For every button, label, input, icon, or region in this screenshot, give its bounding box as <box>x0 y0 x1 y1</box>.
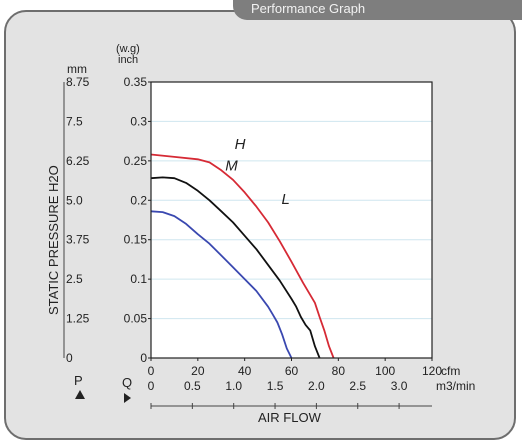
x-tick-m3: 0.5 <box>184 379 201 393</box>
x-tick-cfm: 0 <box>148 364 155 378</box>
q-label: Q <box>122 375 132 390</box>
series-line-l <box>150 210 293 359</box>
series-line-h <box>150 153 335 359</box>
series-label-m: M <box>225 157 238 174</box>
y-tick-inch: 0.25 <box>124 154 148 168</box>
x-unit-m3: m3/min <box>436 379 475 393</box>
x-tick-m3: 1.0 <box>225 379 242 393</box>
plot-area <box>151 82 432 358</box>
y-tick-inch: 0.3 <box>130 114 147 128</box>
x-tick-cfm: 80 <box>332 364 346 378</box>
y-axis-label: STATIC PRESSURE H2O <box>46 165 61 315</box>
y-tick-mm: 7.5 <box>66 114 83 128</box>
x-tick-cfm: 120 <box>422 364 442 378</box>
x-tick-cfm: 60 <box>285 364 299 378</box>
x-tick-m3: 3.0 <box>391 379 408 393</box>
m3-axis-ticks: 0 0.5 1.0 1.5 2.0 2.5 3.0 <box>148 379 408 409</box>
x-tick-m3: 2.0 <box>308 379 325 393</box>
y-tick-inch: 0.35 <box>124 75 148 89</box>
y-tick-inch: 0 <box>140 351 147 365</box>
x-tick-m3: 0 <box>148 379 155 393</box>
series-label-h: H <box>235 136 246 153</box>
y-tick-mm: 3.75 <box>66 233 90 247</box>
grid-lines <box>151 120 432 320</box>
x-tick-m3: 1.5 <box>267 379 284 393</box>
tick-labels: 0 0.05 0.1 0.15 0.2 0.25 0.3 0.35 0 1.25 2.5 3.75 5.… <box>66 75 442 378</box>
series-lines: HM L <box>150 136 335 359</box>
x-unit-cfm: cfm <box>441 364 460 378</box>
y-tick-inch: 0.2 <box>130 193 147 207</box>
header-tab-text: Performance Graph <box>251 1 366 16</box>
y-tick-inch: 0.05 <box>124 312 148 326</box>
y-unit-mm: mm <box>67 62 87 76</box>
x-tick-cfm: 40 <box>238 364 252 378</box>
series-label-l: L <box>282 191 290 208</box>
y-tick-inch: 0.15 <box>124 233 148 247</box>
series-line-m <box>150 176 321 359</box>
y-tick-mm: 6.25 <box>66 154 90 168</box>
x-tick-cfm: 20 <box>191 364 205 378</box>
q-arrow-icon <box>124 393 131 403</box>
y-tick-mm: 0 <box>66 351 73 365</box>
y-tick-mm: 8.75 <box>66 75 90 89</box>
y-tick-inch: 0.1 <box>130 272 147 286</box>
p-label: P <box>74 373 83 388</box>
y-unit-inch-wg: (w.g) <box>116 43 140 55</box>
y-tick-mm: 1.25 <box>66 312 90 326</box>
header-tab: Performance Graph <box>233 0 522 20</box>
p-arrow-icon <box>75 390 85 399</box>
x-tick-cfm: 100 <box>375 364 395 378</box>
y-unit-inch: inch <box>118 54 138 66</box>
x-tick-m3: 2.5 <box>349 379 366 393</box>
y-tick-mm: 5.0 <box>66 193 83 207</box>
x-axis-label: AIR FLOW <box>258 410 322 425</box>
y-tick-mm: 2.5 <box>66 272 83 286</box>
